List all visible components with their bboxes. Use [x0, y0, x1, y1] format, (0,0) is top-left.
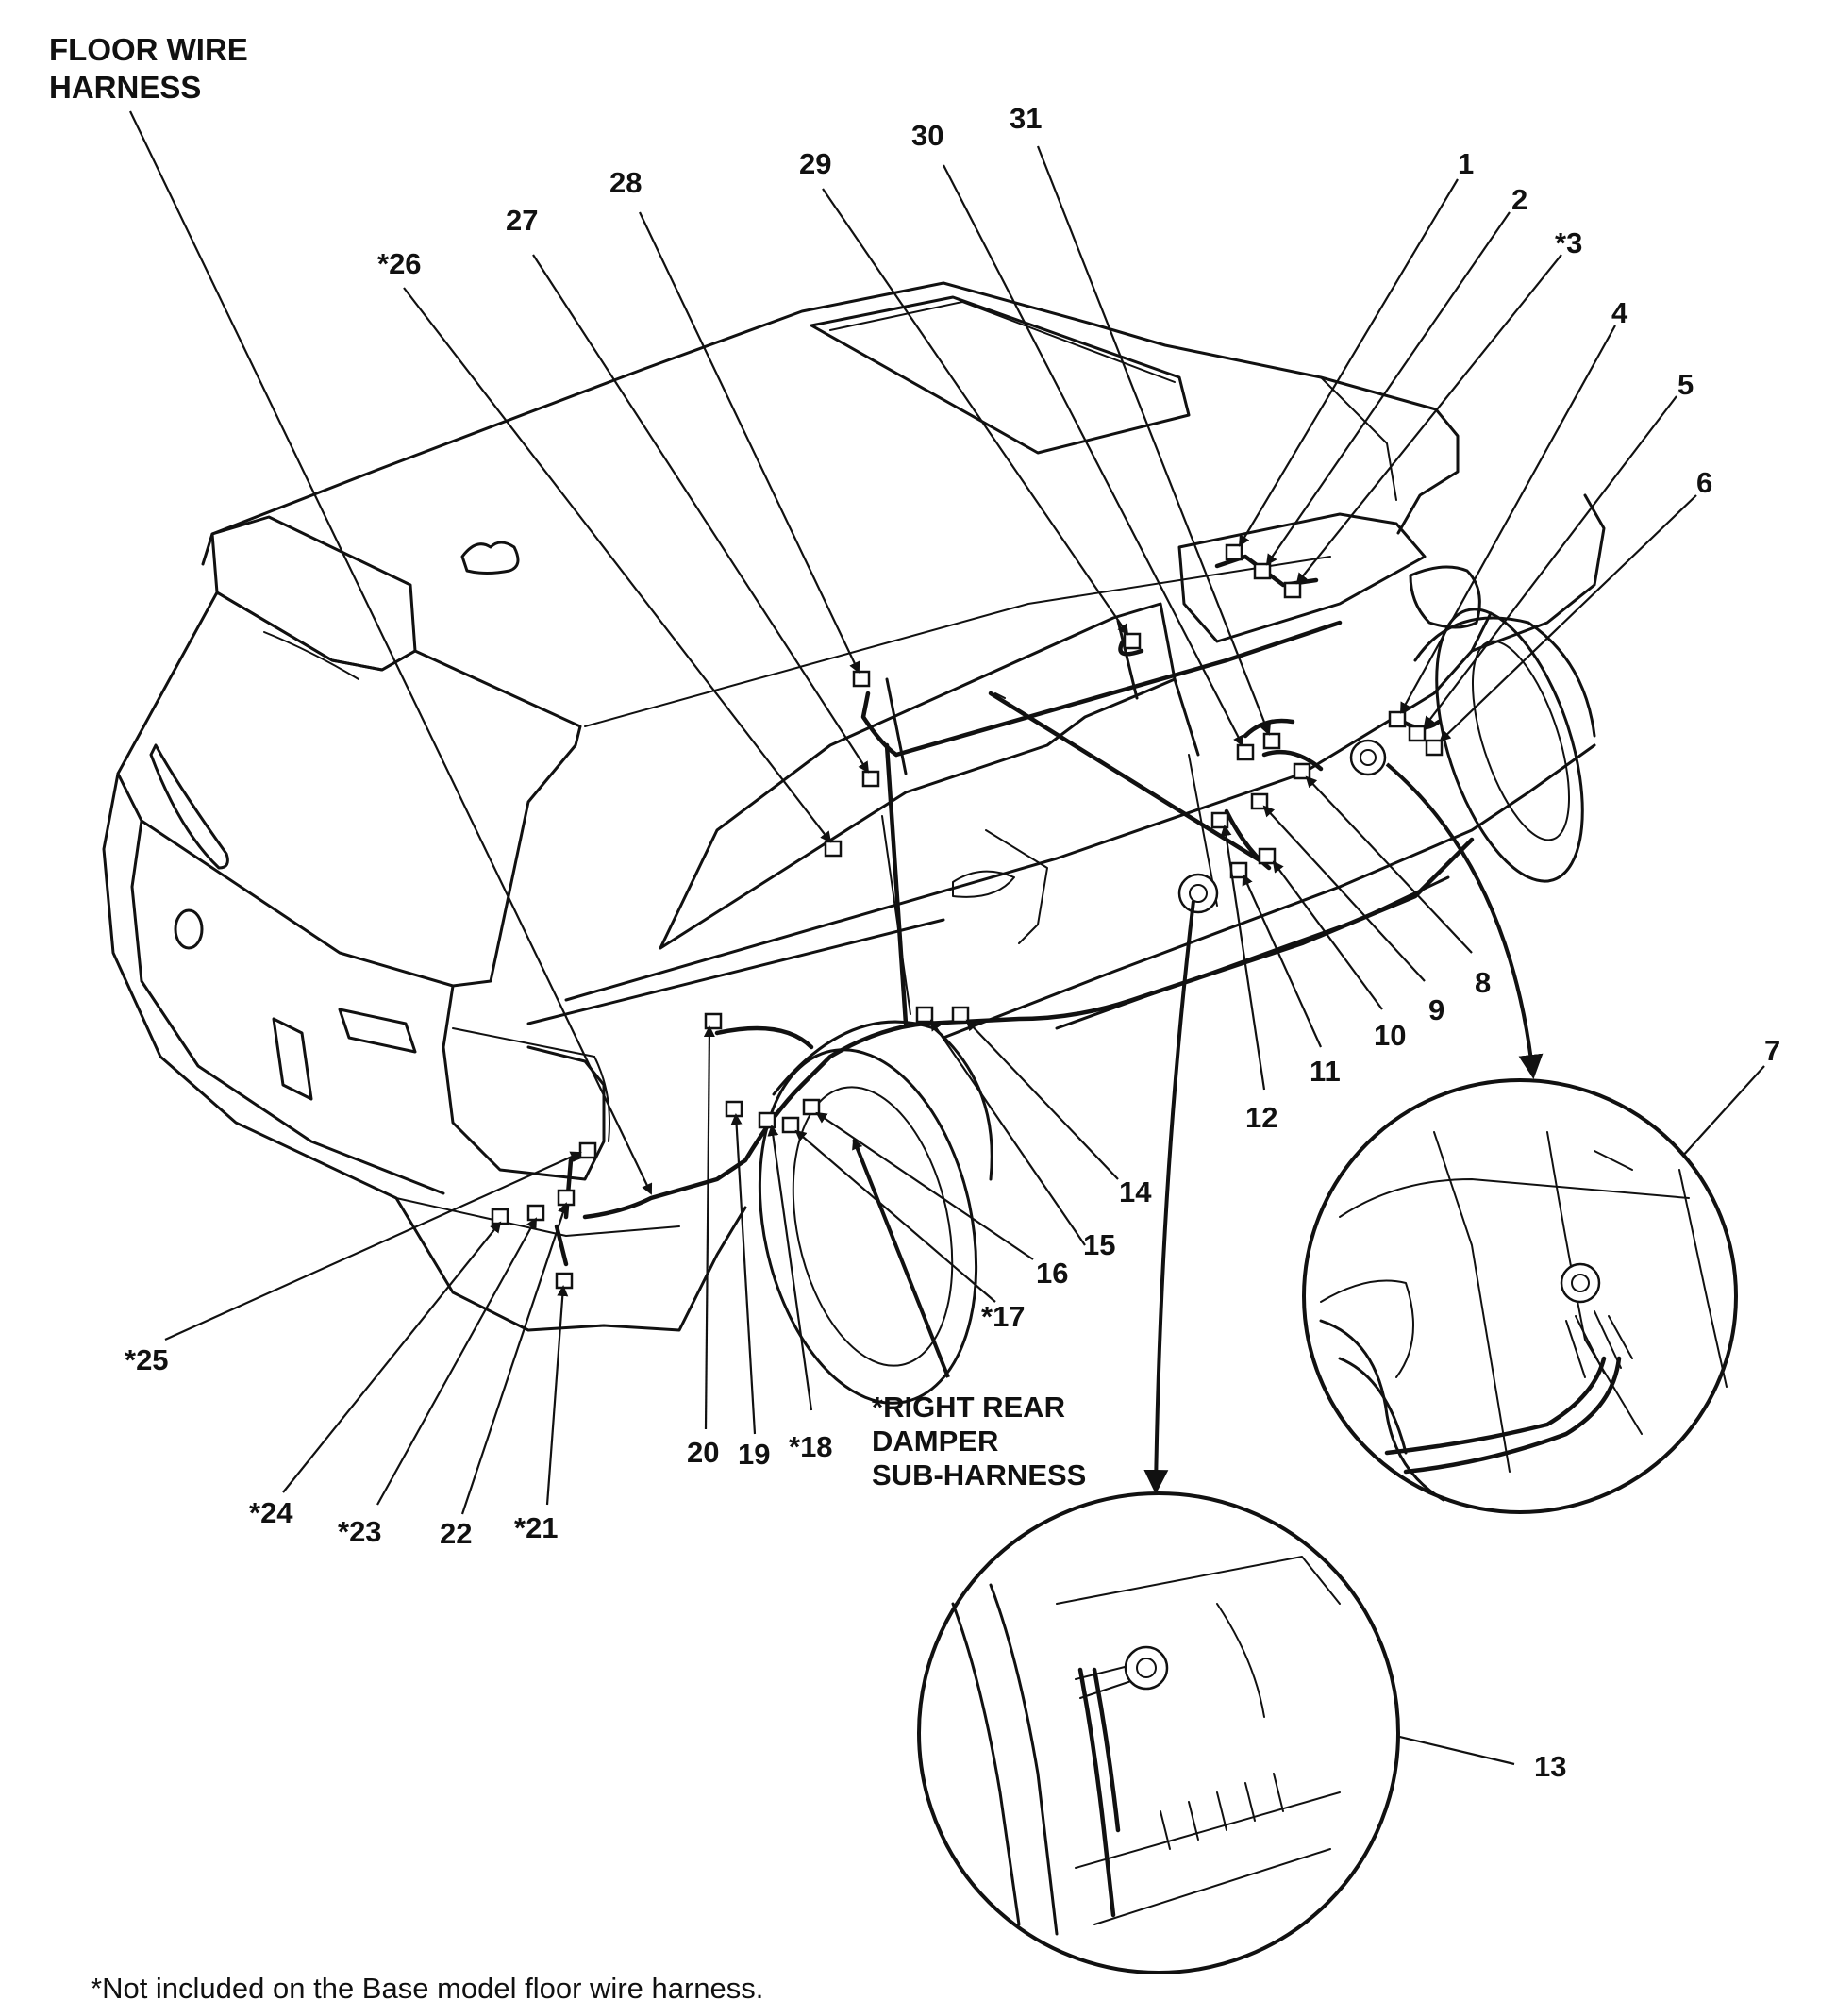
- damper-sub-harness-label: *RIGHT REAR DAMPER SUB-HARNESS: [872, 1391, 1086, 1491]
- callout-1: 1: [1458, 147, 1474, 180]
- callout-21: *21: [514, 1511, 559, 1544]
- callout-14: 14: [1119, 1175, 1152, 1208]
- callout-29: 29: [799, 147, 831, 180]
- detail-view-7: [1302, 1078, 1738, 1514]
- connector-17[interactable]: [781, 1116, 800, 1134]
- connector-3[interactable]: [1283, 581, 1302, 599]
- callout-17: *17: [981, 1300, 1026, 1333]
- detail-view-13: [917, 1491, 1400, 1974]
- callout-31: 31: [1010, 102, 1042, 135]
- damper-label-line-2: DAMPER: [872, 1425, 998, 1458]
- callout-26: *26: [377, 247, 422, 280]
- connector-26[interactable]: [824, 840, 843, 858]
- callout-19: 19: [738, 1438, 770, 1471]
- title-block: FLOOR WIRE HARNESS: [49, 32, 248, 105]
- detail-arrow-13: [1143, 900, 1195, 1494]
- connector-7-grommet[interactable]: [1349, 739, 1387, 776]
- callout-23: *23: [338, 1515, 382, 1548]
- callout-13: 13: [1534, 1750, 1566, 1783]
- callout-27: 27: [506, 204, 538, 237]
- callout-12: 12: [1245, 1101, 1277, 1134]
- connector-2[interactable]: [1253, 562, 1272, 580]
- connector-25[interactable]: [578, 1141, 597, 1159]
- callout-16: 16: [1036, 1257, 1068, 1290]
- callout-7: 7: [1764, 1034, 1780, 1067]
- connector-9[interactable]: [1250, 792, 1269, 810]
- connector-27[interactable]: [861, 770, 880, 788]
- callout-22: 22: [440, 1517, 472, 1550]
- callout-9: 9: [1428, 993, 1444, 1026]
- damper-label-line-3: SUB-HARNESS: [872, 1458, 1086, 1491]
- callout-18: *18: [789, 1430, 833, 1463]
- connector-12[interactable]: [1210, 811, 1229, 829]
- connector-6[interactable]: [1425, 739, 1444, 757]
- connector-31[interactable]: [1262, 732, 1281, 750]
- connectors: [491, 543, 1444, 1290]
- callout-15: 15: [1083, 1228, 1115, 1261]
- connector-15[interactable]: [915, 1006, 934, 1024]
- callout-6: 6: [1696, 466, 1712, 499]
- connector-18[interactable]: [758, 1111, 776, 1129]
- connector-19[interactable]: [725, 1100, 743, 1118]
- callout-10: 10: [1374, 1019, 1406, 1052]
- connector-24[interactable]: [491, 1208, 509, 1225]
- callout-labels: 1 2 *3 4 5 6 7 8 9 10 11 12 13 14 15 16 …: [125, 102, 1780, 1783]
- connector-16[interactable]: [802, 1098, 821, 1116]
- title-line-2: HARNESS: [49, 70, 201, 105]
- callout-30: 30: [911, 119, 943, 152]
- connector-13-grommet[interactable]: [1177, 873, 1219, 914]
- connector-5[interactable]: [1408, 725, 1427, 742]
- connector-28[interactable]: [852, 670, 871, 688]
- callout-20: 20: [687, 1436, 719, 1469]
- damper-label-line-1: *RIGHT REAR: [872, 1391, 1065, 1424]
- connector-4[interactable]: [1388, 710, 1407, 728]
- harness-routing: [554, 554, 1475, 1267]
- title-line-1: FLOOR WIRE: [49, 32, 248, 67]
- footnote: *Not included on the Base model floor wi…: [91, 1972, 763, 2005]
- callout-25: *25: [125, 1343, 169, 1376]
- callout-5: 5: [1677, 368, 1694, 401]
- connector-22[interactable]: [557, 1189, 576, 1207]
- callout-4: 4: [1611, 296, 1628, 329]
- connector-30[interactable]: [1236, 743, 1255, 761]
- connector-10[interactable]: [1258, 847, 1277, 865]
- connector-14[interactable]: [951, 1006, 970, 1024]
- connector-20[interactable]: [704, 1012, 723, 1030]
- connector-23[interactable]: [526, 1204, 545, 1222]
- callout-11: 11: [1310, 1055, 1341, 1088]
- leader-lines: [129, 110, 1765, 1766]
- callout-28: 28: [609, 166, 642, 199]
- callout-2: 2: [1511, 183, 1527, 216]
- detail-arrow-7: [1385, 762, 1544, 1079]
- callout-8: 8: [1475, 966, 1491, 999]
- connector-21[interactable]: [555, 1272, 574, 1290]
- callout-3: *3: [1555, 226, 1582, 259]
- connector-1[interactable]: [1225, 543, 1243, 561]
- connector-29[interactable]: [1123, 632, 1142, 650]
- connector-8[interactable]: [1293, 762, 1311, 780]
- callout-24: *24: [249, 1496, 293, 1529]
